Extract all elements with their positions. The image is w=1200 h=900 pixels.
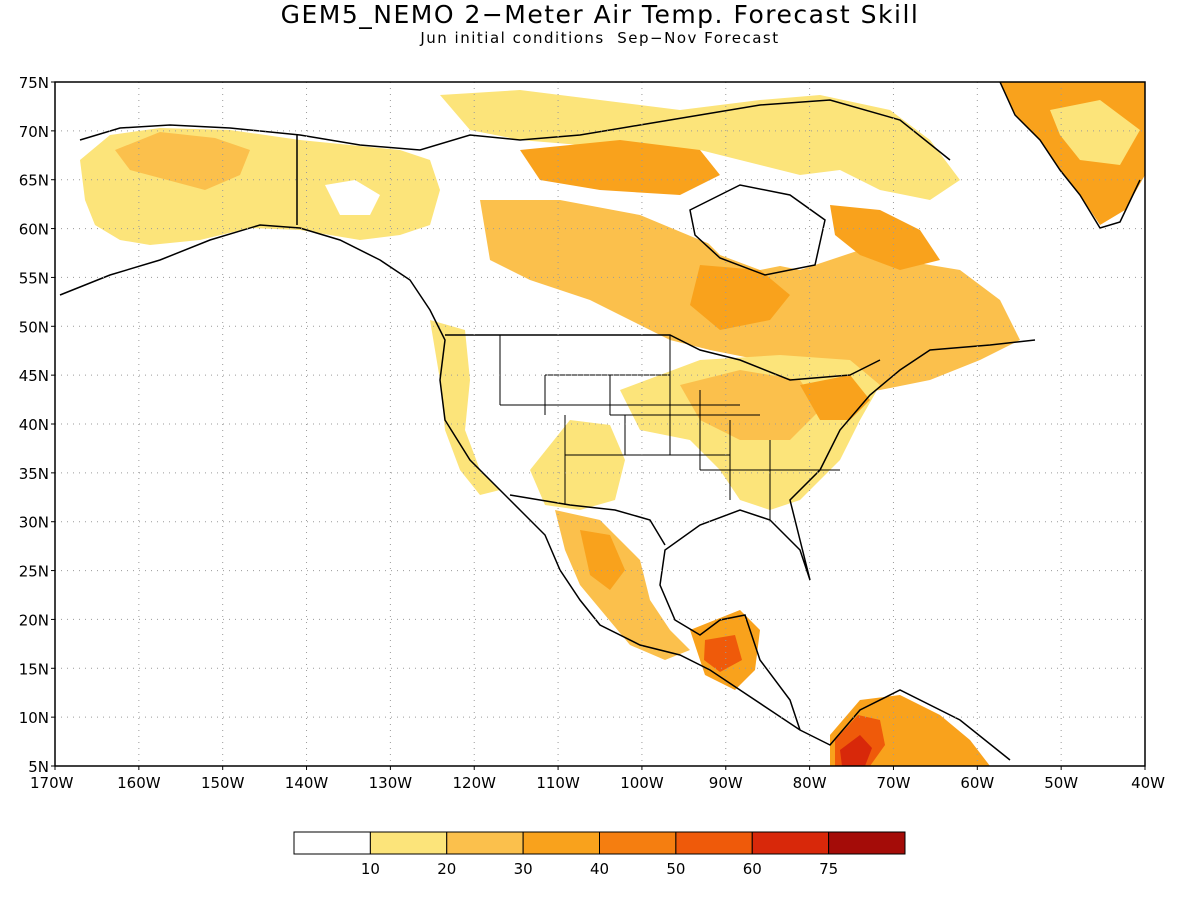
lat-tick-label: 5N	[28, 758, 49, 776]
lon-tick-label: 100W	[620, 774, 664, 792]
lat-tick-label: 30N	[19, 514, 49, 532]
skill-region-pacific-coast	[430, 320, 500, 495]
lat-tick-label: 50N	[19, 318, 49, 336]
colorbar-label: 10	[361, 860, 380, 878]
map-title: GEM5_NEMO 2−Meter Air Temp. Forecast Ski…	[280, 0, 920, 29]
colorbar-swatch	[293, 831, 371, 855]
colorbar-swatch	[828, 831, 906, 855]
colorbar-swatch	[751, 831, 830, 855]
colorbar-swatch	[369, 831, 448, 855]
gridlines	[55, 82, 1145, 766]
skill-region-arctic-orange	[520, 140, 720, 195]
map-subtitle: Jun initial conditions Sep−Nov Forecast	[420, 29, 780, 47]
lat-tick-label: 35N	[19, 465, 49, 483]
lon-tick-label: 140W	[285, 774, 329, 792]
skill-region-midwest	[680, 370, 820, 440]
skill-region-great-lakes	[800, 375, 870, 420]
lat-tick-label: 15N	[19, 660, 49, 678]
lon-tick-label: 50W	[1044, 774, 1078, 792]
lat-tick-label: 65N	[19, 172, 49, 190]
lon-tick-label: 150W	[201, 774, 245, 792]
lon-tick-label: 60W	[960, 774, 994, 792]
coastline-arctic	[79, 99, 951, 161]
coastline-hudson	[689, 184, 826, 276]
skill-region-ontario	[690, 265, 790, 330]
skill-region-central-america-hot	[704, 635, 742, 672]
skill-region-arctic-islands	[440, 90, 960, 200]
skill-region-mexico-core	[580, 530, 625, 590]
coastlines	[59, 82, 1141, 761]
colorbar-label: 30	[514, 860, 533, 878]
lon-tick-label: 70W	[877, 774, 911, 792]
colorbar-label: 20	[437, 860, 456, 878]
lon-tick-label: 80W	[793, 774, 827, 792]
lat-tick-label: 75N	[19, 74, 49, 92]
colorbar-swatch	[446, 831, 524, 855]
colorbar-label: 60	[743, 860, 762, 878]
lon-tick-label: 110W	[536, 774, 580, 792]
skill-region-southwest	[530, 420, 625, 510]
lat-tick-label: 70N	[19, 123, 49, 141]
colorbar-swatch	[675, 831, 753, 855]
lon-tick-label: 160W	[117, 774, 161, 792]
skill-region-labrador	[830, 205, 940, 270]
lon-tick-label: 120W	[452, 774, 496, 792]
skill-region-yukon-gap	[325, 180, 380, 215]
skill-region-colombia-max	[840, 735, 872, 766]
lat-tick-label: 60N	[19, 221, 49, 239]
lat-tick-label: 40N	[19, 416, 49, 434]
skill-region-alaska-core	[115, 132, 250, 190]
lat-tick-label: 45N	[19, 367, 49, 385]
lat-tick-label: 20N	[19, 611, 49, 629]
colorbar-swatch	[599, 831, 677, 855]
lat-tick-label: 10N	[19, 709, 49, 727]
colorbar-label: 40	[590, 860, 609, 878]
lon-tick-label: 90W	[709, 774, 743, 792]
lat-tick-label: 55N	[19, 269, 49, 287]
border-us-mexico	[509, 494, 666, 546]
coastline-greenland	[999, 82, 1141, 229]
lat-tick-label: 25N	[19, 563, 49, 581]
lon-tick-label: 130W	[369, 774, 413, 792]
map-axes: 5N 10N 15N 20N 25N 30N 35N 40N 45N 50N 55N 60N 65N 70…	[19, 74, 1165, 792]
skill-region-hudson-bay	[690, 190, 820, 270]
skill-field	[80, 82, 1145, 766]
lon-tick-label: 170W	[30, 774, 74, 792]
colorbar-swatch	[522, 831, 600, 855]
colorbar-label: 50	[666, 860, 685, 878]
colorbar-label: 75	[819, 860, 838, 878]
lon-tick-label: 40W	[1131, 774, 1165, 792]
colorbar: 10 20 30 40 50 60 75	[293, 831, 906, 878]
skill-region-greenland-core	[1050, 100, 1140, 165]
